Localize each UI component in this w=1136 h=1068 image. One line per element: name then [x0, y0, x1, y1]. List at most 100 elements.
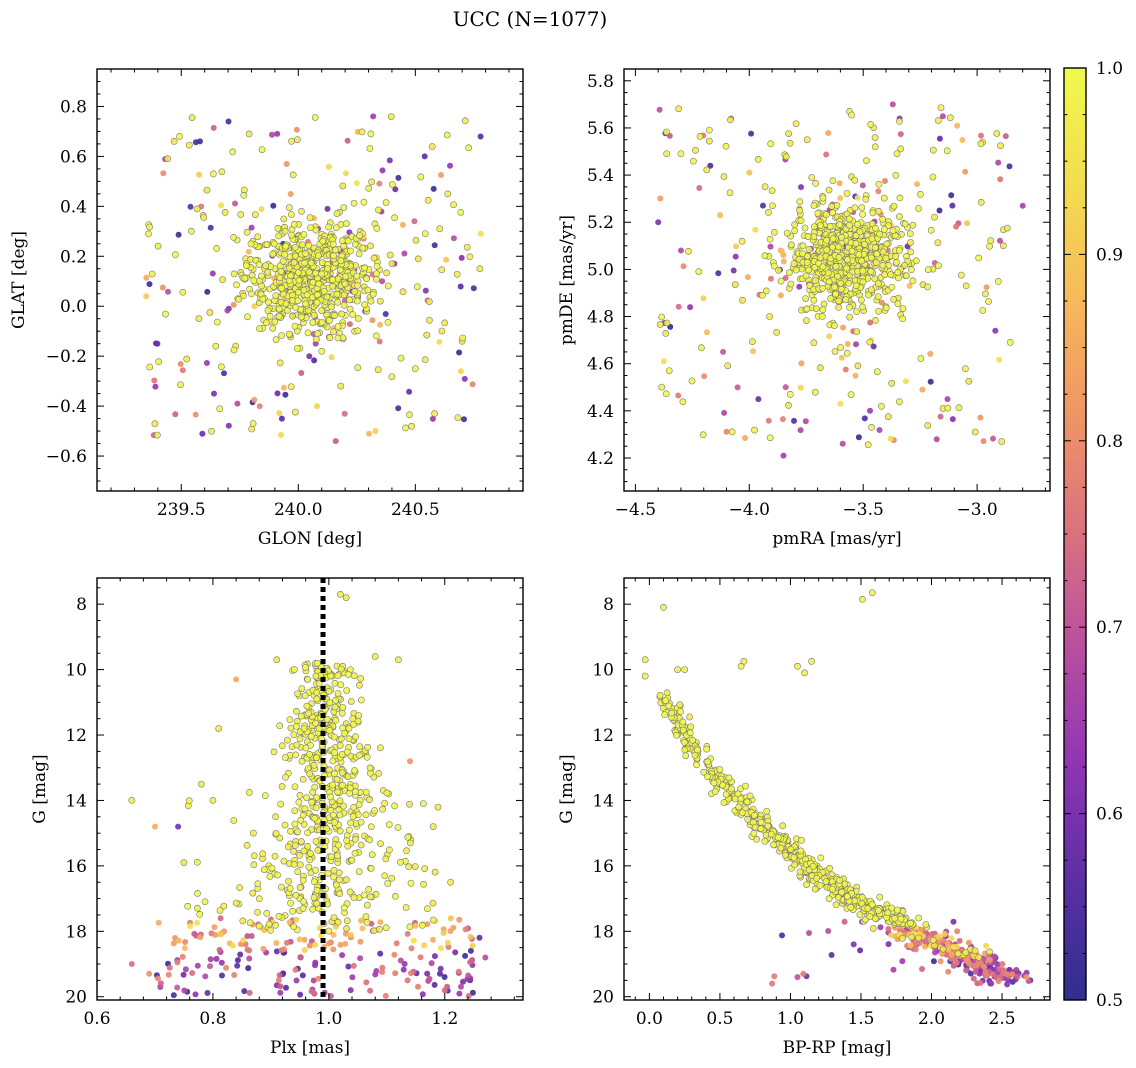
data-point — [276, 722, 284, 730]
data-point — [333, 210, 341, 217]
data-point — [962, 365, 969, 373]
data-point — [441, 987, 448, 994]
data-point — [810, 339, 818, 347]
data-point — [979, 307, 987, 314]
data-point — [267, 926, 274, 934]
data-point — [908, 266, 915, 274]
data-point — [897, 145, 905, 153]
data-point — [944, 404, 952, 412]
data-point — [293, 722, 300, 730]
data-point — [937, 413, 944, 420]
data-point — [792, 266, 800, 274]
data-point — [324, 870, 332, 877]
data-point — [357, 955, 364, 962]
data-point — [424, 970, 431, 977]
data-point — [828, 202, 836, 210]
data-point — [770, 841, 777, 849]
data-point — [296, 852, 304, 859]
data-point — [407, 758, 413, 765]
data-point — [895, 274, 902, 282]
data-point — [255, 922, 263, 930]
data-point — [846, 313, 853, 321]
data-point — [476, 934, 483, 941]
data-point — [274, 225, 282, 232]
data-point — [812, 277, 819, 285]
data-point — [258, 146, 266, 153]
data-point — [717, 212, 724, 219]
data-point — [239, 917, 247, 925]
data-point — [884, 413, 892, 420]
colorbar-tick-label: 0.6 — [1096, 805, 1123, 825]
y-tick-label: 14 — [592, 791, 614, 811]
data-point — [364, 286, 372, 294]
data-point — [678, 247, 684, 254]
data-point — [858, 296, 865, 304]
colorbar: 0.5 0.6 0.7 0.8 0.9 1.0 — [1063, 59, 1123, 1011]
data-point — [337, 941, 344, 948]
data-point — [768, 187, 776, 194]
data-point — [344, 842, 352, 850]
y-tick-label: 5.2 — [587, 213, 614, 233]
data-point — [866, 338, 874, 346]
data-point — [152, 823, 158, 830]
data-point — [225, 118, 232, 125]
data-point — [298, 712, 305, 720]
data-point — [465, 972, 472, 979]
data-point — [323, 715, 331, 723]
data-point — [825, 278, 833, 286]
data-point — [202, 973, 209, 980]
data-point — [360, 198, 368, 206]
data-point — [788, 241, 795, 249]
data-point — [272, 830, 280, 837]
data-point — [799, 242, 807, 250]
data-point — [388, 874, 396, 882]
data-point — [367, 987, 374, 994]
data-point — [197, 780, 205, 788]
data-point — [927, 226, 935, 234]
data-point — [346, 888, 354, 896]
data-point — [956, 937, 963, 944]
data-point — [286, 919, 293, 926]
data-point — [170, 992, 177, 999]
data-point — [309, 905, 317, 913]
data-point — [287, 272, 295, 280]
data-point — [399, 221, 406, 228]
data-point — [824, 269, 832, 277]
data-point — [346, 305, 354, 313]
colorbar-tick-label: 0.7 — [1096, 618, 1123, 638]
data-point — [382, 199, 390, 206]
data-point — [878, 402, 885, 410]
data-point — [311, 814, 319, 822]
data-point — [300, 725, 308, 732]
data-point — [250, 829, 257, 837]
data-point — [1009, 971, 1016, 978]
x-tick-label: 0.0 — [636, 1009, 663, 1029]
data-point — [346, 296, 353, 304]
data-point — [344, 137, 351, 144]
data-point — [339, 237, 346, 244]
data-point — [687, 304, 694, 311]
data-point — [363, 979, 370, 986]
data-point — [315, 280, 323, 288]
data-point — [456, 916, 463, 923]
data-point — [872, 259, 880, 266]
data-point — [656, 691, 664, 699]
data-point — [663, 150, 671, 158]
data-point — [426, 316, 433, 324]
axes-frame — [623, 577, 1051, 1001]
y-tick-label: −0.4 — [46, 397, 87, 417]
data-point — [256, 403, 263, 410]
data-point — [899, 958, 906, 965]
data-point — [282, 773, 289, 781]
data-point — [386, 846, 393, 854]
data-point — [155, 358, 163, 366]
data-point — [855, 434, 862, 441]
data-point — [461, 416, 467, 423]
data-point — [695, 268, 703, 275]
data-point — [339, 781, 346, 789]
data-point — [379, 278, 386, 285]
data-point — [146, 281, 153, 288]
data-point — [802, 295, 809, 302]
data-point — [698, 344, 705, 352]
data-point — [465, 993, 472, 999]
